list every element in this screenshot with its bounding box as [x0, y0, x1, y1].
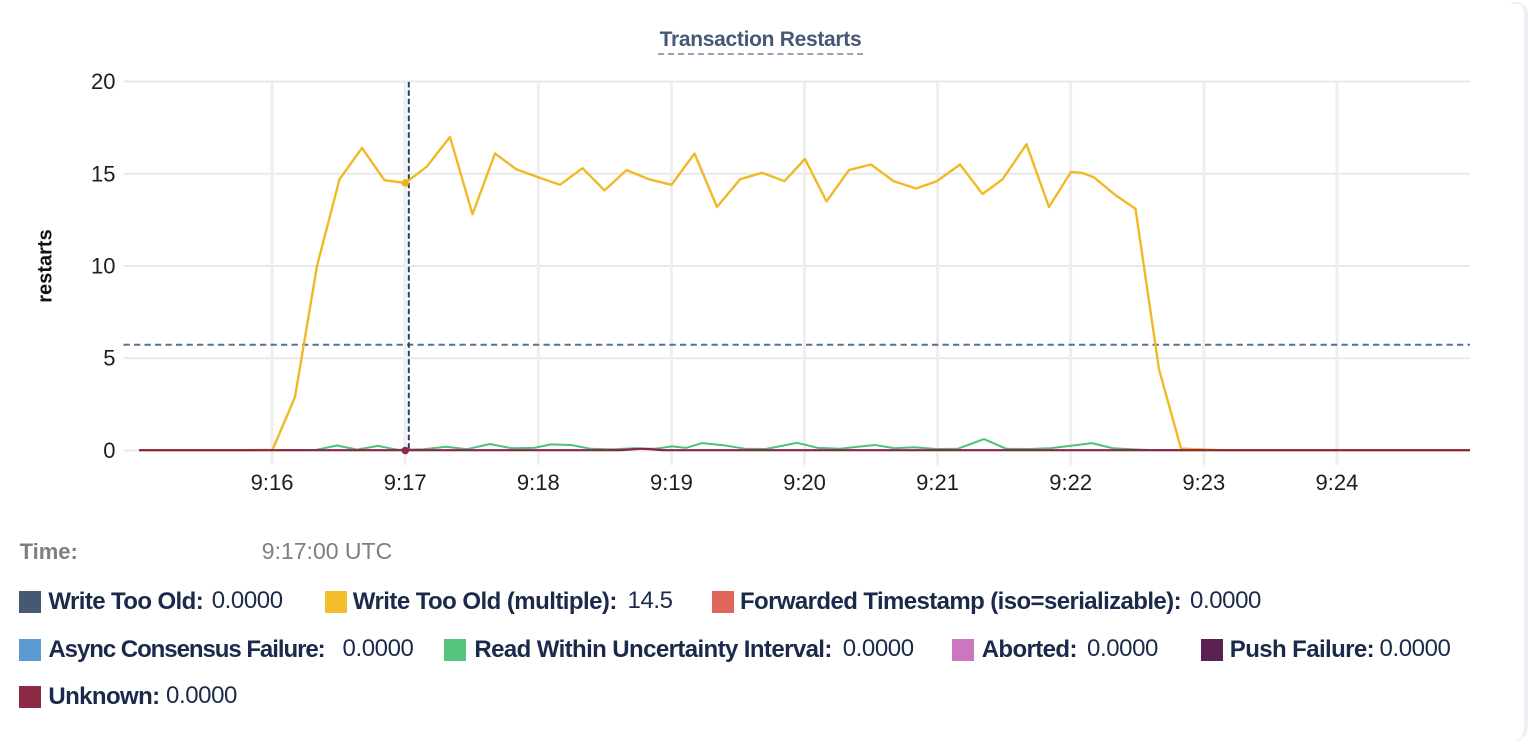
svg-text:5: 5 — [103, 346, 115, 371]
svg-text:9:19: 9:19 — [650, 470, 693, 495]
svg-text:20: 20 — [91, 69, 115, 94]
svg-text:9:20: 9:20 — [783, 470, 826, 495]
svg-text:9:18: 9:18 — [517, 470, 560, 495]
svg-text:9:16: 9:16 — [251, 470, 294, 495]
svg-text:15: 15 — [91, 161, 115, 186]
svg-text:9:22: 9:22 — [1049, 470, 1092, 495]
svg-text:9:24: 9:24 — [1315, 470, 1358, 495]
svg-text:10: 10 — [91, 254, 115, 279]
svg-text:9:21: 9:21 — [916, 470, 959, 495]
svg-text:9:17: 9:17 — [384, 470, 427, 495]
svg-text:0: 0 — [103, 438, 115, 463]
svg-text:9:23: 9:23 — [1182, 470, 1225, 495]
svg-text:restarts: restarts — [35, 229, 57, 302]
